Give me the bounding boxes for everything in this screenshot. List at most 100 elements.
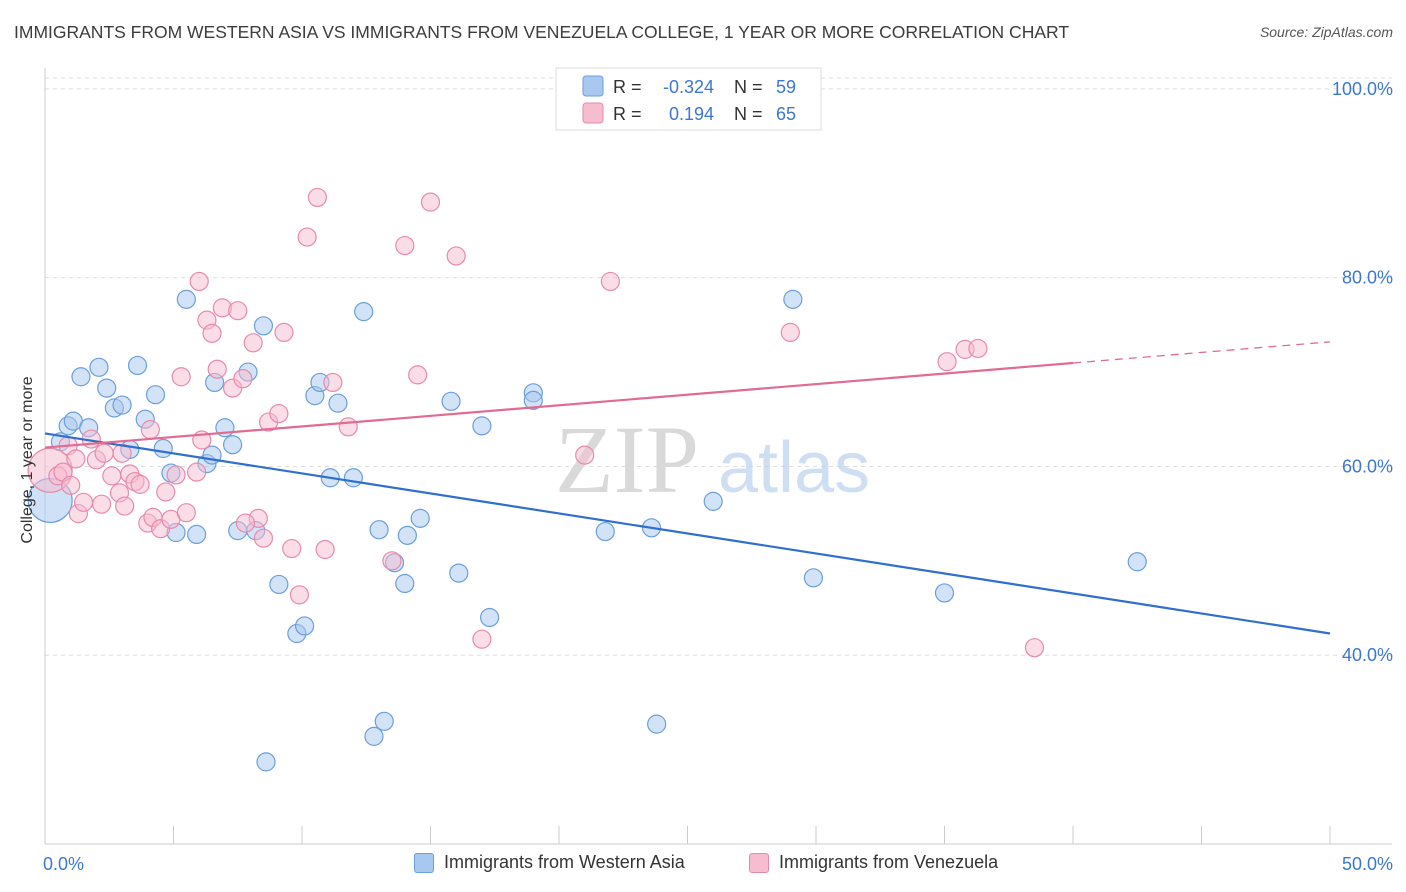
venezuela-point-15 [130,474,150,494]
venezuela-point-47 [446,246,466,266]
western-asia-point-18 [187,524,207,545]
venezuela-point-45 [408,365,428,385]
legend-item-western-asia[interactable]: Immigrants from Western Asia [414,852,685,873]
stats-n-value-1: 65 [776,104,796,124]
venezuela-point-37 [282,538,302,559]
points-layer [27,187,1147,772]
venezuela-point-22 [171,367,191,387]
venezuela-point-44 [395,235,415,256]
venezuela-point-33 [243,333,263,353]
legend-label-venezuela: Immigrants from Venezuela [779,852,999,872]
venezuela-point-41 [315,539,335,560]
venezuela-point-51 [780,322,800,343]
source-label: Source: ZipAtlas.com [1259,24,1393,40]
venezuela-point-25 [189,271,209,292]
x-tick-label-max: 50.0% [1342,854,1393,874]
western-asia-point-56 [934,583,955,603]
stats-legend: R = -0.324 N = 59 R = 0.194 N = 65 [555,67,822,131]
western-asia-point-50 [595,521,615,542]
western-asia-point-52 [647,714,667,734]
venezuela-point-9 [94,443,114,463]
venezuela-point-23 [176,503,196,523]
western-asia-point-11 [127,355,148,376]
venezuela-point-46 [420,192,441,212]
venezuela-point-24 [187,462,207,482]
venezuela-point-31 [228,301,248,321]
venezuela-point-49 [575,445,595,465]
venezuela-point-19 [156,482,176,502]
western-asia-point-9 [112,395,132,415]
venezuela-point-10 [102,466,122,486]
venezuela-point-64 [91,494,112,514]
watermark-atlas: atlas [718,428,870,508]
western-asia-point-14 [153,438,173,459]
venezuela-point-55 [1024,638,1045,658]
legend-swatch-blue [414,852,434,873]
western-asia-point-27 [253,316,274,336]
y-tick-label-60: 60.0% [1342,456,1393,476]
stats-r-value-0: -0.324 [663,77,714,97]
western-asia-point-13 [145,385,166,405]
western-asia-point-49 [523,390,543,410]
western-asia-point-39 [374,711,394,731]
x-tick-label-min: 0.0% [43,854,84,874]
western-asia-point-41 [395,573,415,594]
western-asia-trend-line [44,432,1331,635]
venezuela-point-59 [382,551,402,571]
western-asia-point-23 [223,435,243,455]
western-asia-point-17 [176,289,196,309]
western-asia-point-45 [449,563,469,583]
venezuela-point-57 [235,513,256,533]
western-asia-point-4 [71,367,91,387]
western-asia-point-42 [397,525,417,545]
venezuela-point-40 [307,187,328,208]
venezuela-trend-line-dashed [1072,341,1331,364]
western-asia-point-30 [294,616,315,636]
venezuela-point-21 [166,465,186,485]
western-asia-point-35 [343,468,363,488]
venezuela-point-12 [115,496,135,516]
venezuela-point-63 [66,449,86,469]
western-asia-point-36 [354,302,374,322]
venezuela-point-34 [253,528,274,548]
stats-r-label-0: R = [613,77,642,97]
chart-title: IMMIGRANTS FROM WESTERN ASIA VS IMMIGRAN… [14,22,1070,42]
y-tick-label-100: 100.0% [1332,79,1393,99]
western-asia-point-6 [89,357,109,377]
axis-layer: 40.0% 60.0% 80.0% 100.0% 0.0% 50.0% [43,68,1393,874]
y-tick-label-40: 40.0% [1342,645,1393,665]
venezuela-trend-line [44,361,1074,449]
venezuela-point-42 [323,372,343,393]
bottom-legend: Immigrants from Western Asia Immigrants … [0,848,1406,882]
western-asia-point-54 [783,289,803,309]
y-axis-label: College, 1 year or more [19,376,36,544]
legend-item-venezuela[interactable]: Immigrants from Venezuela [749,852,998,873]
stats-n-value-0: 59 [776,77,796,97]
venezuela-point-48 [472,629,492,649]
western-asia-point-57 [1127,552,1147,572]
venezuela-point-32 [233,369,253,389]
venezuela-point-4 [61,475,81,495]
western-asia-point-47 [480,607,500,628]
venezuela-point-60 [140,420,160,440]
western-asia-point-43 [410,508,430,528]
western-asia-point-53 [703,491,723,511]
western-asia-point-28 [269,574,289,595]
stats-r-label-1: R = [613,104,642,124]
venezuela-point-52 [937,352,957,372]
legend-label-western-asia: Immigrants from Western Asia [444,852,685,872]
western-asia-point-44 [441,391,461,411]
venezuela-point-61 [112,443,132,463]
venezuela-point-54 [968,338,988,359]
western-asia-point-46 [472,416,492,436]
western-asia-point-38 [364,726,384,746]
venezuela-point-58 [274,322,294,343]
venezuela-point-6 [73,492,94,512]
venezuela-point-36 [269,403,289,424]
western-asia-point-58 [256,752,276,772]
western-asia-point-7 [97,378,117,398]
venezuela-point-28 [207,359,227,379]
watermark: ZIP atlas [555,406,870,513]
stats-swatch-blue [582,75,604,97]
